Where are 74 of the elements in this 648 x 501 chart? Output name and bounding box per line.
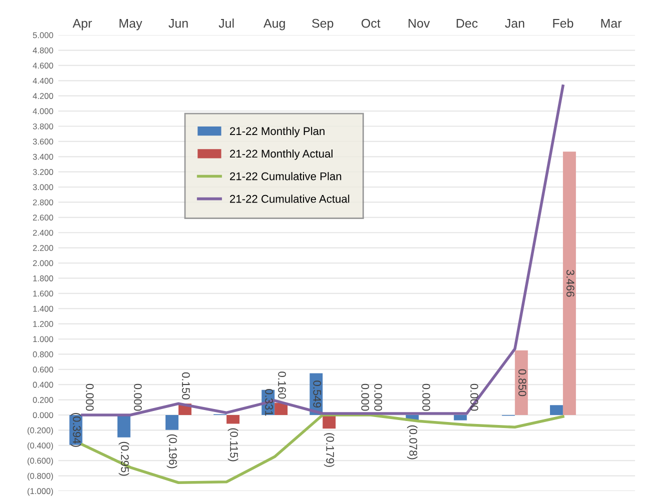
y-tick-label: 0.400: [32, 382, 54, 388]
x-tick-label: Dec: [456, 19, 478, 28]
x-tick-label: Nov: [408, 19, 430, 28]
data-label: 0.331: [265, 388, 273, 416]
x-tick-label: May: [120, 19, 142, 30]
data-label: 0.000: [470, 384, 478, 411]
data-label: (0.115): [228, 428, 238, 462]
legend-label: 21-22 Cumulative Plan: [230, 172, 342, 180]
bar: [226, 414, 240, 424]
data-label: 0.000: [134, 384, 142, 411]
x-tick-label: Jul: [218, 18, 234, 28]
y-tick-label: 0.000: [32, 412, 54, 418]
bar: [550, 405, 563, 415]
x-tick-label: Aug: [263, 19, 285, 30]
y-tick-label: (1.000): [28, 488, 53, 496]
data-label: 0.000: [374, 384, 382, 411]
y-tick-label: 4.200: [32, 93, 54, 99]
x-tick-label: Jun: [168, 19, 188, 28]
x-tick-label: Oct: [362, 18, 380, 28]
y-tick-label: 1.600: [33, 290, 54, 297]
data-label: 0.549: [313, 380, 322, 408]
y-tick-label: 3.600: [32, 138, 54, 145]
data-label: 0.850: [518, 369, 526, 396]
data-label: (0.295): [118, 442, 130, 476]
legend-label: 21-22 Monthly Plan: [230, 126, 324, 138]
y-tick-label: 2.400: [33, 230, 54, 236]
y-tick-label: 1.400: [33, 306, 54, 312]
y-tick-label: 4.000: [32, 108, 54, 114]
x-tick-label: Feb: [553, 18, 574, 28]
data-label: (0.394): [70, 413, 82, 447]
y-tick-label: 4.400: [32, 78, 54, 84]
data-label: (0.078): [407, 425, 418, 460]
data-label: (0.196): [166, 434, 178, 468]
x-tick-label: Mar: [601, 19, 622, 28]
y-tick-label: 3.400: [32, 154, 54, 160]
bar: [274, 402, 288, 415]
y-tick-label: 4.600: [32, 62, 54, 69]
legend-label: 21-22 Monthly Actual: [230, 149, 332, 160]
y-tick-label: 0.800: [32, 351, 54, 358]
data-label: 3.466: [566, 270, 574, 297]
y-tick-label: (0.400): [28, 442, 53, 450]
x-tick-label: Sep: [312, 18, 334, 30]
y-tick-label: 1.800: [33, 275, 54, 282]
x-tick-label: Apr: [72, 19, 92, 30]
y-tick-label: 3.200: [32, 169, 54, 175]
y-tick-label: (0.200): [28, 427, 53, 435]
bar: [562, 152, 576, 415]
y-tick-label: (0.800): [28, 472, 53, 481]
bar: [514, 350, 528, 415]
y-tick-label: 1.000: [33, 336, 54, 342]
y-tick-label: 4.800: [32, 47, 54, 54]
bar: [165, 414, 178, 430]
y-tick-label: 3.000: [32, 184, 54, 190]
data-label: 0.000: [86, 384, 94, 411]
y-tick-label: (0.600): [28, 458, 53, 466]
y-tick-label: 1.200: [33, 321, 54, 327]
data-label: 0.160: [278, 372, 286, 399]
bar: [117, 414, 130, 438]
bar: [454, 414, 467, 420]
y-tick-label: 2.800: [33, 199, 54, 206]
y-tick-label: 2.600: [33, 214, 54, 221]
y-tick-label: 0.200: [32, 397, 54, 403]
data-label: 0.150: [182, 372, 190, 400]
line-series: [80, 84, 564, 416]
data-label: 0.000: [361, 384, 370, 411]
y-tick-label: 2.200: [33, 245, 54, 251]
y-tick-label: 0.600: [32, 366, 54, 373]
x-tick-label: Jan: [505, 19, 524, 28]
data-label: 0.000: [422, 384, 430, 411]
y-tick-label: 2.000: [33, 260, 54, 266]
data-label: (0.179): [324, 433, 334, 467]
legend-label: 21-22 Cumulative Actual: [230, 194, 350, 203]
y-tick-label: 3.800: [32, 123, 54, 130]
y-tick-label: 5.000: [32, 32, 54, 38]
